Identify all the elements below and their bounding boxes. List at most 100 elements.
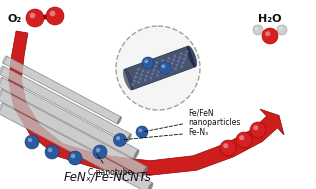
Circle shape (140, 73, 143, 76)
Circle shape (170, 66, 172, 69)
Circle shape (279, 27, 282, 30)
Circle shape (185, 54, 187, 57)
Polygon shape (9, 31, 284, 175)
Ellipse shape (147, 183, 153, 189)
Circle shape (265, 31, 270, 36)
Circle shape (148, 67, 150, 70)
Circle shape (159, 62, 171, 74)
Polygon shape (0, 66, 131, 142)
Circle shape (165, 64, 167, 67)
Circle shape (160, 63, 163, 66)
Circle shape (250, 122, 266, 138)
Circle shape (168, 70, 171, 72)
Circle shape (183, 58, 186, 60)
Circle shape (136, 126, 148, 138)
Circle shape (161, 64, 165, 68)
Text: H₂O: H₂O (258, 14, 282, 24)
Circle shape (236, 132, 252, 148)
Circle shape (142, 57, 154, 69)
Circle shape (113, 133, 126, 146)
Ellipse shape (127, 134, 131, 142)
Circle shape (144, 79, 146, 81)
Circle shape (172, 58, 175, 61)
Circle shape (50, 11, 55, 16)
Circle shape (46, 7, 64, 25)
Circle shape (277, 25, 287, 35)
Polygon shape (0, 103, 153, 189)
Polygon shape (0, 89, 148, 177)
Circle shape (159, 67, 161, 69)
Circle shape (223, 143, 228, 148)
Circle shape (145, 75, 148, 77)
Circle shape (147, 71, 149, 74)
Ellipse shape (0, 89, 2, 99)
Circle shape (136, 72, 138, 74)
Circle shape (176, 64, 178, 66)
Circle shape (134, 76, 137, 78)
Circle shape (171, 62, 173, 65)
Circle shape (167, 57, 170, 60)
Polygon shape (124, 46, 196, 90)
Text: Fe-Nₓ: Fe-Nₓ (123, 128, 209, 140)
Circle shape (131, 83, 134, 86)
Circle shape (153, 69, 155, 71)
Circle shape (253, 25, 263, 35)
Circle shape (25, 135, 39, 149)
Ellipse shape (142, 167, 148, 177)
Circle shape (182, 62, 184, 64)
Circle shape (144, 59, 148, 63)
Circle shape (150, 76, 152, 79)
Ellipse shape (117, 117, 122, 124)
Text: FeNₓ/Fe-NCNTs: FeNₓ/Fe-NCNTs (64, 170, 152, 183)
Circle shape (149, 64, 152, 66)
Circle shape (154, 65, 156, 68)
Ellipse shape (0, 77, 2, 86)
Polygon shape (3, 56, 121, 124)
Circle shape (71, 154, 75, 158)
Circle shape (155, 61, 158, 64)
Circle shape (162, 72, 165, 75)
Circle shape (142, 70, 144, 72)
Ellipse shape (3, 56, 7, 63)
Circle shape (28, 138, 32, 142)
Circle shape (180, 65, 183, 68)
Ellipse shape (0, 66, 3, 74)
Circle shape (139, 77, 142, 80)
Circle shape (166, 61, 169, 63)
Polygon shape (0, 77, 139, 159)
Ellipse shape (123, 69, 133, 90)
Circle shape (93, 145, 107, 159)
Circle shape (186, 50, 188, 53)
Circle shape (163, 68, 166, 71)
Circle shape (138, 128, 142, 132)
Circle shape (26, 9, 44, 27)
Circle shape (137, 68, 140, 71)
Circle shape (45, 145, 59, 159)
Circle shape (116, 26, 200, 110)
Circle shape (220, 140, 236, 156)
Circle shape (174, 55, 176, 57)
Circle shape (68, 151, 82, 165)
Ellipse shape (134, 150, 139, 159)
Circle shape (151, 73, 154, 75)
Circle shape (143, 66, 146, 68)
Text: Fe/FeN
nanoparticles: Fe/FeN nanoparticles (145, 108, 240, 132)
Ellipse shape (0, 103, 3, 113)
Circle shape (161, 59, 164, 62)
Circle shape (138, 81, 140, 84)
Circle shape (30, 13, 35, 18)
Circle shape (156, 74, 159, 77)
Circle shape (262, 28, 278, 44)
Circle shape (255, 27, 258, 30)
Circle shape (48, 148, 52, 152)
Circle shape (253, 125, 258, 130)
Ellipse shape (187, 46, 197, 67)
Circle shape (179, 56, 181, 59)
Circle shape (133, 79, 136, 82)
Circle shape (174, 67, 177, 70)
Text: O₂: O₂ (8, 14, 22, 24)
Circle shape (157, 70, 160, 73)
Circle shape (180, 53, 182, 55)
Circle shape (239, 135, 244, 140)
Circle shape (96, 148, 100, 152)
